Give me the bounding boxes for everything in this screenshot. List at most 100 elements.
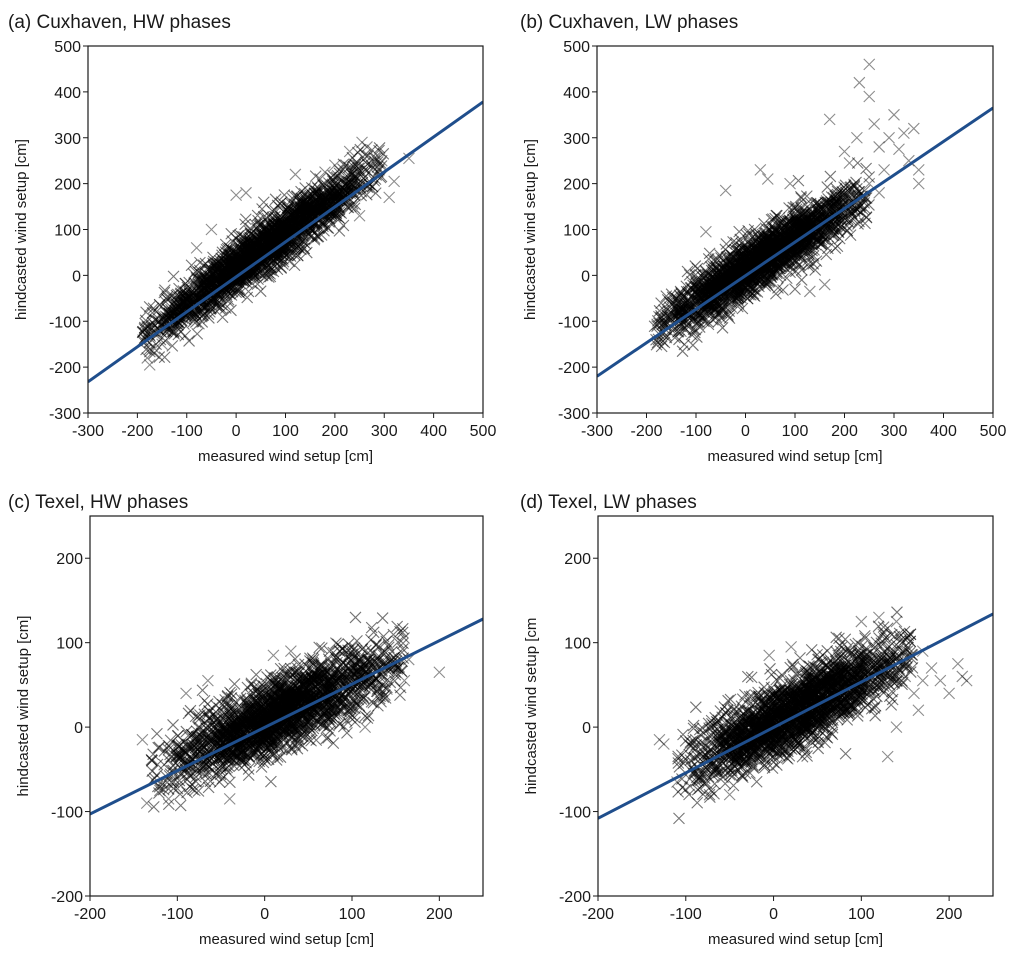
scatter-marker [771,209,783,222]
x-tick-label: 200 [322,423,349,440]
scatter-marker [224,776,236,789]
scatter-marker [167,270,180,283]
scatter-marker [868,118,881,130]
scatter-marker [185,259,198,272]
y-tick-label: 100 [54,223,81,240]
scatter-marker [337,158,350,171]
scatter-marker [309,203,322,216]
scatter-marker [290,204,303,216]
y-tick-label: -200 [558,360,590,377]
x-tick-label: 0 [741,423,750,440]
scatter-marker [156,338,168,351]
scatter-marker [170,303,183,316]
scatter-marker [689,260,702,272]
scatter-marker [740,229,753,242]
x-tick-label: -100 [680,423,712,440]
scatter-marker [189,265,202,278]
scatter-marker [203,277,216,290]
scatter-marker [197,259,210,272]
scatter-marker [183,287,196,300]
scatter-marker [826,222,839,235]
y-tick-label: 100 [563,223,590,240]
x-tick-label: -300 [72,423,104,440]
y-tick-label: -100 [558,314,590,331]
scatter-marker [261,237,274,249]
panel-a: (a) Cuxhaven, HW phases-300 -200 -100 0 100 2… [8,12,496,465]
scatter-marker [818,278,831,291]
scatter-marker [293,217,305,230]
scatter-marker [333,224,346,237]
scatter-marker [344,200,357,213]
scatter-marker [269,193,282,206]
scatter-marker [767,236,780,249]
scatter-marker [747,287,760,300]
scatter-marker [681,265,694,278]
scatter-marker [289,168,302,181]
scatter-marker [138,321,151,334]
scatter-marker [669,302,682,315]
scatter-marker [166,339,179,352]
scatter-marker [795,274,808,286]
scatter-marker [323,183,336,195]
scatter-marker [726,258,739,271]
scatter-marker [752,230,765,243]
x-tick-label: 200 [831,423,858,440]
panel-title: (a) Cuxhaven, HW phases [8,12,231,33]
scatter-marker [653,317,665,330]
x-tick-label: 500 [470,423,497,440]
scatter-marker [662,305,675,318]
scatter-marker [146,319,158,332]
scatter-marker [758,217,770,230]
scatter-marker [760,241,772,254]
scatter-marker [257,196,270,209]
scatter-marker [848,178,860,191]
scatter-marker [191,328,204,340]
scatter-marker [239,213,252,226]
scatter-marker [314,173,327,185]
scatter-marker [687,339,699,352]
scatter-marker [239,218,251,231]
scatter-marker [902,154,915,167]
scatter-marker [207,260,220,273]
scatter-marker [741,251,754,264]
scatter-marker [765,267,778,280]
scatter-marker [802,254,814,267]
scatter-marker [781,237,794,249]
scatter-marker [349,174,362,187]
x-tick-label: 400 [420,423,447,440]
scatter-marker [700,225,712,238]
scatter-marker [308,233,321,246]
scatter-marker [795,217,808,230]
scatter-marker [799,199,812,211]
scatter-marker [359,171,371,183]
scatter-marker [361,141,373,153]
scatter-marker [650,333,662,346]
scatter-marker [794,190,807,203]
scatter-marker [873,141,886,153]
scatter-marker [324,725,336,737]
scatter-marker [349,177,362,189]
scatter-marker [719,184,732,197]
scatter-marker [842,216,855,229]
scatter-marker [319,166,331,179]
scatter-marker [685,328,698,341]
scatter-marker [702,253,715,265]
y-tick-label: -300 [558,406,590,423]
scatter-marker [838,145,851,158]
scatter-marker [291,249,304,262]
x-tick-label: -100 [171,423,203,440]
scatter-marker [759,222,772,235]
scatter-marker [241,291,254,304]
scatter-marker [650,338,663,351]
scatter-marker [258,223,271,235]
scatter-marker [366,162,379,174]
scatter-marker [180,289,193,302]
scatter-marker [208,274,221,286]
scatter-points [136,136,415,371]
scatter-marker [898,127,910,140]
y-tick-label: 300 [54,131,81,148]
scatter-marker [171,296,184,309]
scatter-marker [824,197,837,209]
scatter-marker [821,181,834,193]
scatter-marker [151,727,163,740]
